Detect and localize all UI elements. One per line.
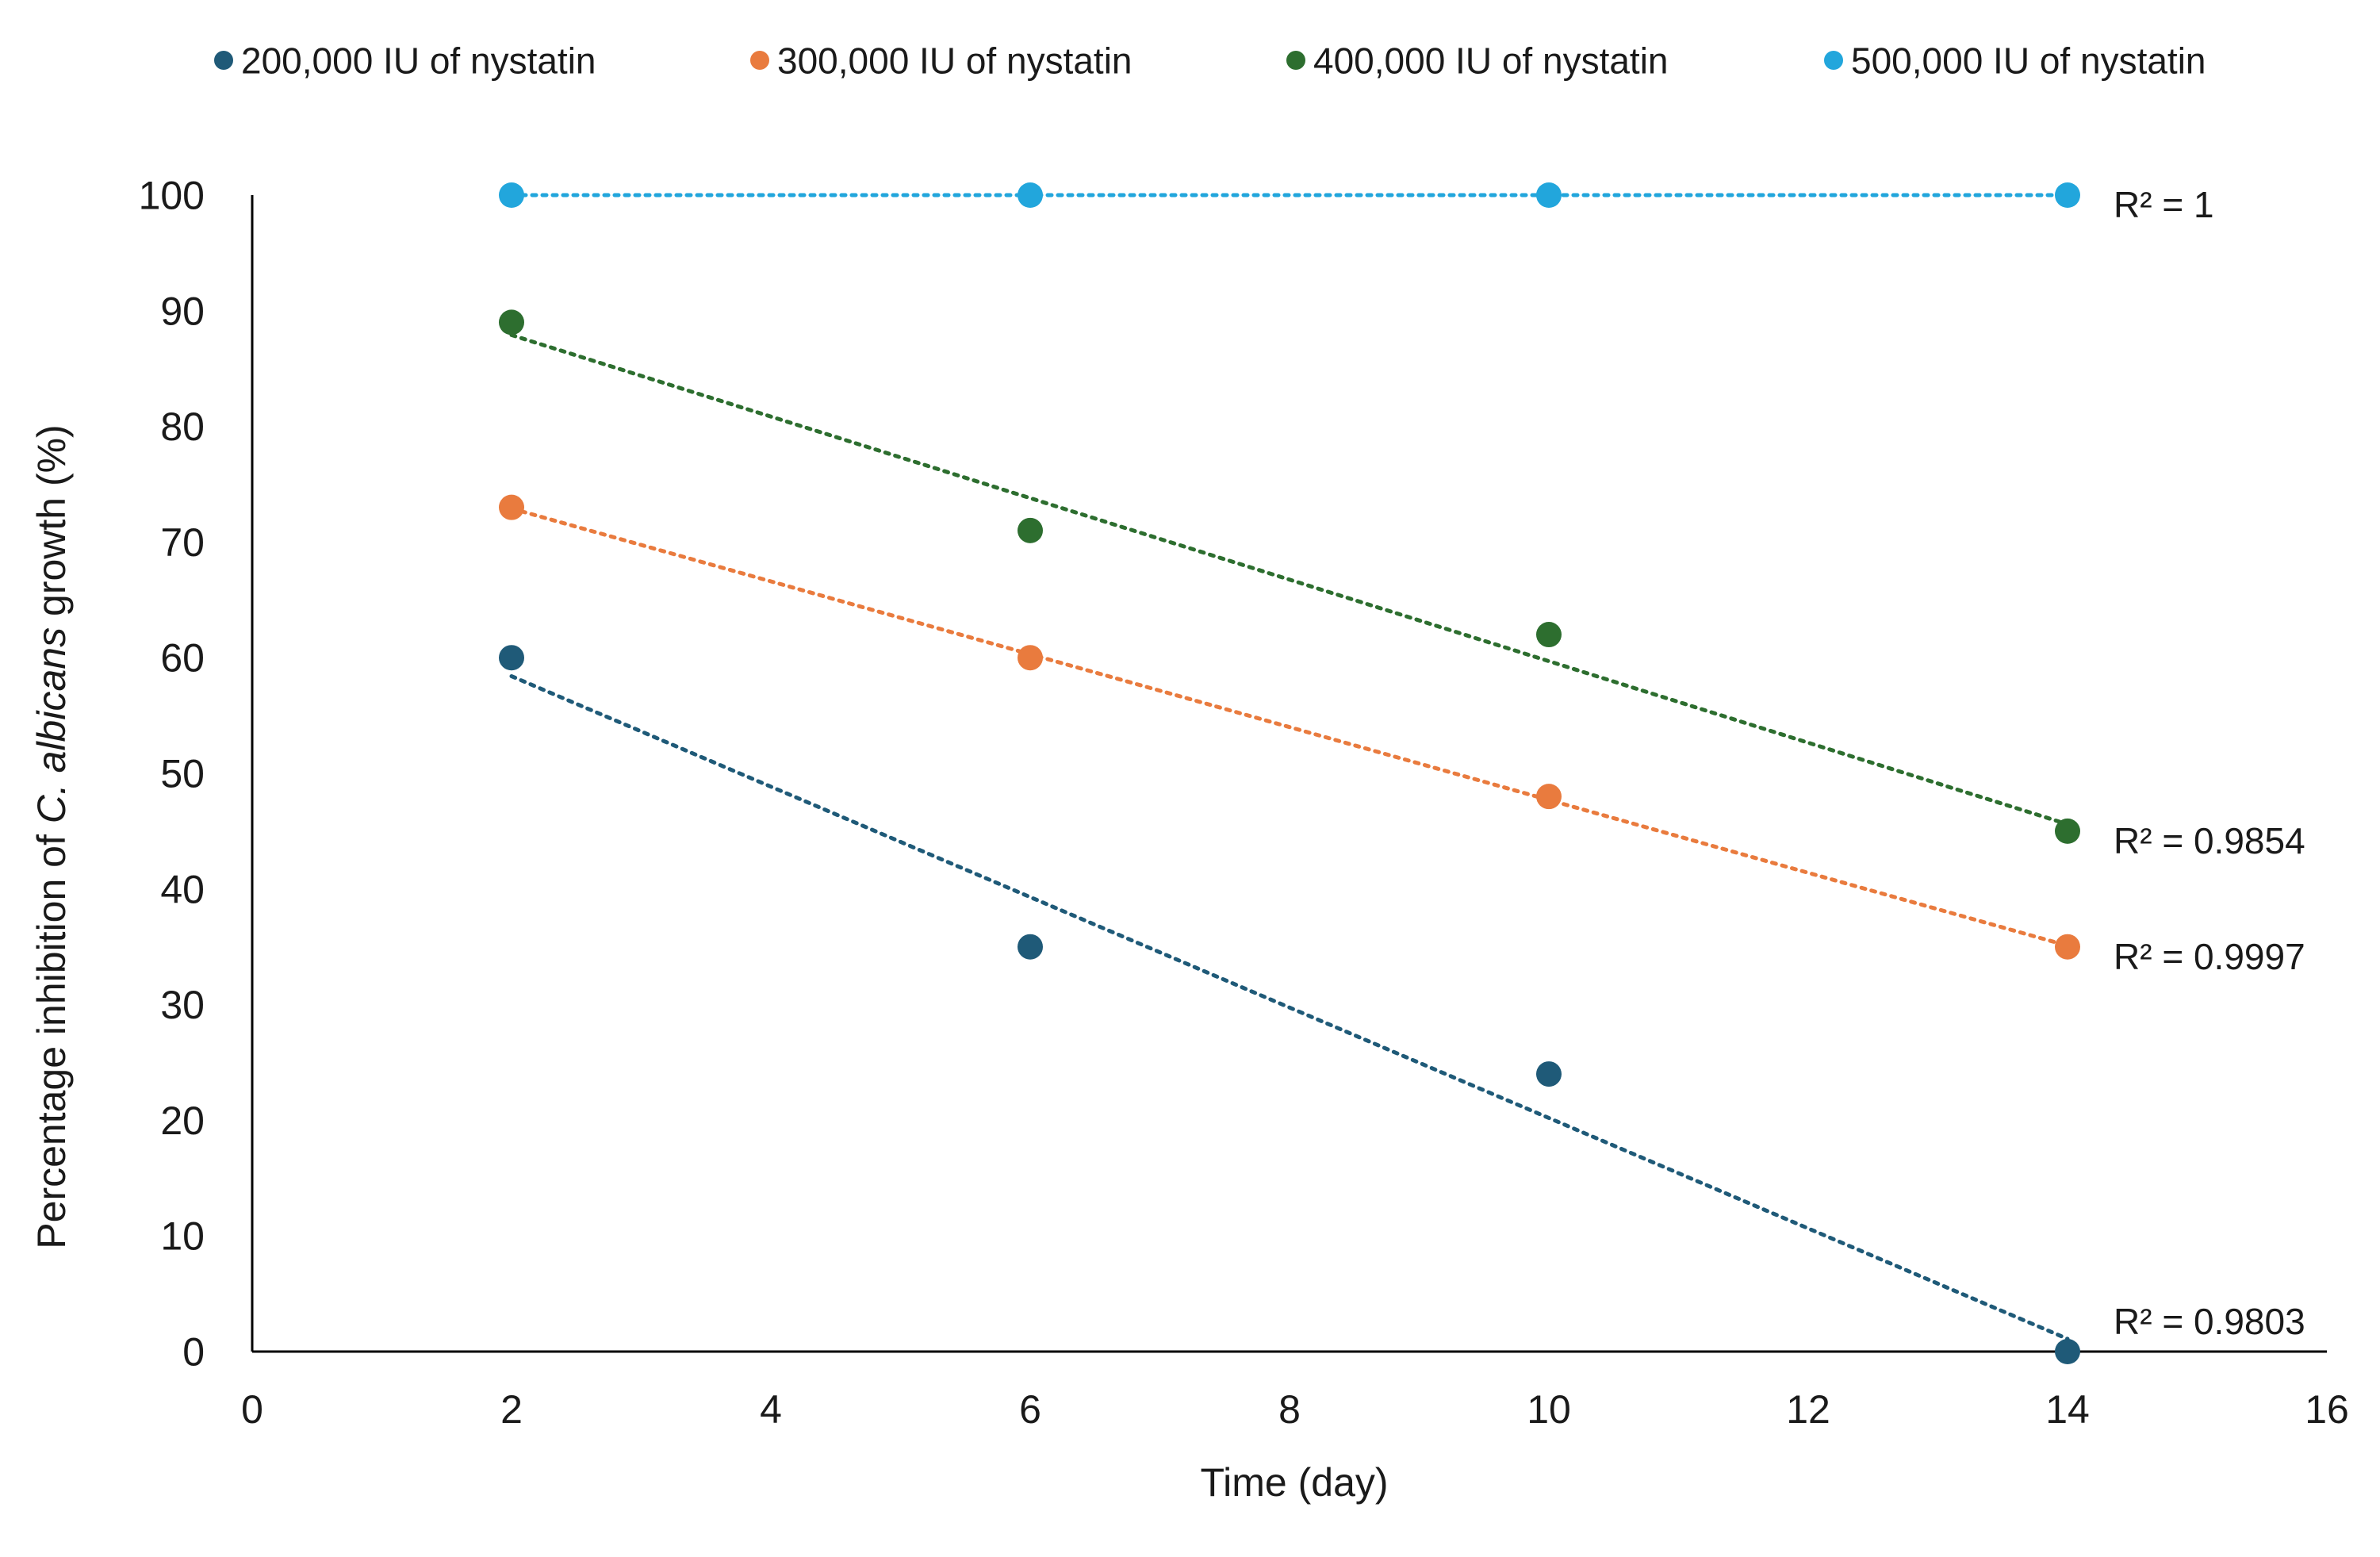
r-squared-label-series-3: R² = 0.9854 xyxy=(2114,820,2305,861)
x-axis-title: Time (day) xyxy=(1200,1460,1388,1505)
y-tick-labels: 0 10 20 30 40 50 60 70 80 90 100 xyxy=(139,174,205,1375)
data-point-series-3 xyxy=(499,309,524,336)
x-tick-label: 8 xyxy=(1278,1387,1301,1432)
data-point-series-1 xyxy=(1018,934,1043,960)
data-point-series-2 xyxy=(1536,784,1562,810)
data-point-series-3 xyxy=(1536,622,1562,648)
data-point-series-1 xyxy=(1536,1061,1562,1087)
legend-label-series-1: 200,000 IU of nystatin xyxy=(241,40,596,82)
data-point-series-4 xyxy=(2055,182,2080,208)
data-point-series-1 xyxy=(499,645,524,671)
trendline-series-1 xyxy=(509,674,2070,1341)
legend-label-series-2: 300,000 IU of nystatin xyxy=(777,40,1133,82)
y-tick-label: 90 xyxy=(160,289,205,333)
legend-marker-series-4 xyxy=(1824,51,1843,70)
x-tick-label: 10 xyxy=(1527,1387,1571,1432)
y-tick-label: 70 xyxy=(160,520,205,565)
trendline-series-3 xyxy=(509,332,2070,826)
y-tick-label: 10 xyxy=(160,1214,205,1259)
y-tick-label: 40 xyxy=(160,867,205,911)
axes xyxy=(251,195,2327,1353)
x-tick-label: 6 xyxy=(1019,1387,1041,1432)
trendline-series-2 xyxy=(509,506,2070,948)
data-point-series-1 xyxy=(2055,1339,2080,1364)
x-tick-label: 2 xyxy=(500,1387,523,1432)
data-points xyxy=(499,182,2080,1364)
x-tick-label: 0 xyxy=(241,1387,263,1432)
legend: 200,000 IU of nystatin 300,000 IU of nyst… xyxy=(214,40,2206,82)
y-axis-title-prefix: Percentage inhibition of xyxy=(29,823,74,1248)
data-point-series-3 xyxy=(2055,818,2080,844)
y-tick-label: 20 xyxy=(160,1099,205,1143)
y-tick-label: 80 xyxy=(160,405,205,449)
y-tick-label: 100 xyxy=(139,174,205,218)
x-tick-label: 4 xyxy=(760,1387,782,1432)
y-tick-label: 30 xyxy=(160,983,205,1027)
data-point-series-2 xyxy=(499,494,524,520)
legend-label-series-3: 400,000 IU of nystatin xyxy=(1313,40,1669,82)
r-squared-label-series-1: R² = 0.9803 xyxy=(2114,1301,2305,1342)
y-axis-title-italic: C. albicans xyxy=(29,627,74,823)
y-axis-title: Percentage inhibition of C. albicans gro… xyxy=(29,424,74,1248)
y-axis-title-suffix: growth (%) xyxy=(29,424,74,627)
r-squared-labels: R² = 0.9803 R² = 0.9997 R² = 0.9854 R² = 1 xyxy=(2114,184,2305,1342)
data-point-series-2 xyxy=(2055,934,2080,960)
data-point-series-4 xyxy=(499,182,524,208)
x-tick-label: 14 xyxy=(2045,1387,2090,1432)
legend-marker-series-2 xyxy=(750,51,769,70)
data-point-series-4 xyxy=(1536,182,1562,208)
legend-label-series-4: 500,000 IU of nystatin xyxy=(1851,40,2206,82)
trendlines xyxy=(509,193,2070,1341)
y-tick-label: 60 xyxy=(160,636,205,681)
r-squared-label-series-4: R² = 1 xyxy=(2114,184,2214,225)
legend-marker-series-3 xyxy=(1286,51,1305,70)
data-point-series-3 xyxy=(1018,517,1043,543)
data-point-series-2 xyxy=(1018,645,1043,671)
x-tick-label: 12 xyxy=(1786,1387,1830,1432)
y-tick-label: 50 xyxy=(160,752,205,796)
x-tick-labels: 0 2 4 6 8 10 12 14 16 xyxy=(241,1387,2349,1432)
x-tick-label: 16 xyxy=(2305,1387,2349,1432)
y-tick-label: 0 xyxy=(182,1330,205,1375)
legend-marker-series-1 xyxy=(214,51,233,70)
data-point-series-4 xyxy=(1018,182,1043,208)
r-squared-label-series-2: R² = 0.9997 xyxy=(2114,936,2305,977)
